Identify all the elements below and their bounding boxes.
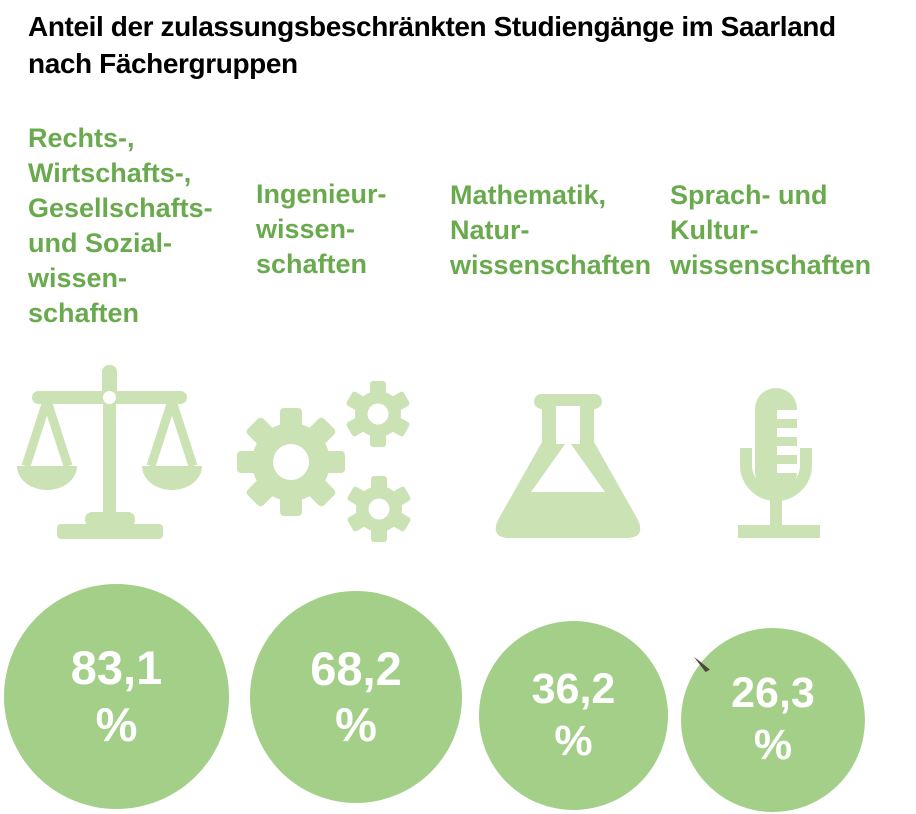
value-bubble-rechts-wirtschafts: 83,1 %: [4, 584, 229, 809]
category-label-rechts-wirtschafts-gesellschafts-sozialwissenschaften: Rechts-, Wirtschafts-, Gesellschafts- un…: [28, 123, 213, 328]
value-unit: %: [554, 716, 593, 765]
gears-icon: [235, 362, 430, 562]
value-bubble-sprach-kulturwissenschaften: 26,3 %: [681, 628, 865, 812]
value-unit: %: [335, 698, 377, 751]
scales-of-justice-icon: [0, 360, 230, 560]
value-unit: %: [753, 721, 793, 769]
erlenmeyer-flask-icon: [488, 392, 648, 544]
chart-title: Anteil der zulassungsbeschränkten Studie…: [28, 11, 836, 79]
value-bubble-ingenieurwissenschaften: 68,2 %: [250, 591, 462, 803]
value-number: 26,3: [731, 669, 815, 718]
microphone-icon: [735, 385, 825, 540]
value-bubble-mathematik-naturwissenschaften: 36,2 %: [479, 621, 668, 810]
value-unit: %: [95, 697, 138, 751]
value-number: 83,1: [70, 641, 163, 695]
category-label-ingenieurwissenschaften: Ingenieur- wissen- schaften: [256, 179, 387, 279]
value-number: 36,2: [531, 664, 616, 713]
category-label-mathematik-naturwissenschaften: Mathematik, Natur- wissenschaften: [450, 180, 652, 280]
value-number: 68,2: [310, 641, 402, 695]
category-label-sprach-kulturwissenschaften: Sprach- und Kultur- wissenschaften: [670, 180, 872, 280]
